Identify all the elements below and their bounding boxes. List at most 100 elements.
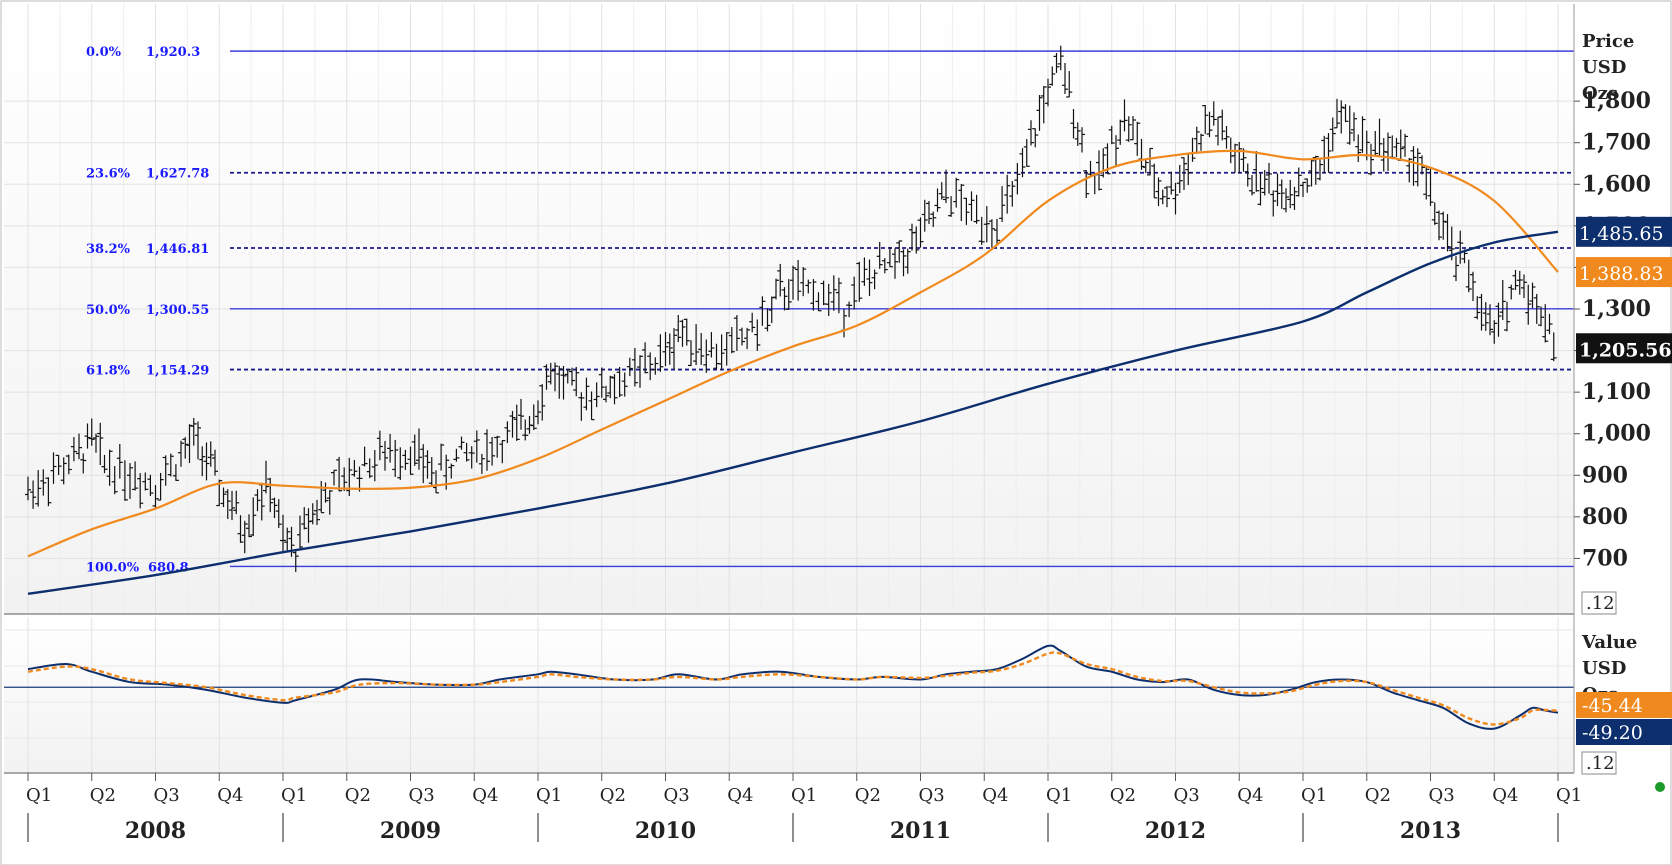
price-bar	[513, 404, 520, 441]
price-bar	[1329, 117, 1336, 152]
price-bar	[1325, 133, 1332, 173]
y-tick-label: 1,100	[1582, 379, 1651, 405]
quarter-label: Q1	[26, 785, 52, 806]
price-bar	[1100, 148, 1107, 178]
badge-text: 1,485.65	[1579, 223, 1664, 245]
price-bar	[866, 259, 873, 296]
price-bar	[739, 327, 745, 346]
price-bar	[224, 489, 231, 520]
oscillator-badges: -45.44 -49.20	[1576, 692, 1672, 745]
y-tick-label: 900	[1582, 462, 1628, 488]
price-bar	[754, 319, 761, 351]
price-bar	[1270, 190, 1277, 217]
price-bar	[626, 357, 633, 377]
time-axis: Q1 Q2 Q3 Q4 Q1 Q2 Q3 Q4 Q1 Q2 Q3 Q4 Q1 Q2 Q3 Q4 Q1 Q2 Q3 Q4…	[26, 773, 1582, 844]
quarter-label: Q4	[472, 785, 498, 806]
year-label: 2009	[380, 818, 441, 844]
price-bar	[1257, 173, 1264, 206]
price-bar	[607, 375, 614, 399]
quarter-label: Q3	[1174, 785, 1200, 806]
price-bar	[438, 443, 445, 471]
price-bar	[30, 480, 37, 509]
price-bar	[1040, 86, 1047, 124]
price-bar	[1244, 163, 1251, 187]
price-bar	[773, 278, 779, 300]
quarter-label: Q4	[217, 785, 243, 806]
price-bar	[1053, 53, 1060, 73]
price-bar	[468, 446, 475, 469]
price-bar	[1368, 143, 1374, 176]
osc-axis-title-1: Value	[1581, 632, 1637, 653]
price-bar	[1308, 159, 1315, 187]
price-bar	[569, 367, 575, 386]
moving-average-navy	[27, 230, 1559, 595]
corner-box-main	[1581, 591, 1617, 615]
price-bar	[1283, 188, 1289, 213]
price-bar	[1198, 133, 1204, 151]
price-bar	[958, 184, 965, 221]
quarter-label: Q2	[1110, 785, 1136, 806]
fib-pct-label: 50.0%	[86, 303, 131, 318]
price-bar	[708, 332, 715, 358]
price-bar	[683, 318, 690, 346]
value-badge: 1,485.65	[1576, 216, 1672, 247]
price-bar	[402, 449, 409, 470]
price-bar	[1440, 211, 1447, 240]
price-bar	[50, 452, 57, 484]
price-bar	[588, 391, 595, 421]
price-bar	[913, 226, 920, 254]
price-bar	[851, 276, 858, 310]
price-bar	[733, 315, 740, 351]
price-bar	[1287, 179, 1294, 209]
price-bar	[1338, 100, 1345, 134]
price-bar	[301, 507, 308, 530]
price-bar	[560, 365, 567, 400]
quarter-label: Q2	[600, 785, 626, 806]
price-bar	[147, 474, 154, 496]
price-bar	[1372, 131, 1379, 156]
fib-pct-label: 23.6%	[86, 167, 131, 182]
price-bar	[744, 327, 751, 350]
price-bar	[1193, 126, 1200, 154]
price-bar	[1538, 306, 1544, 327]
price-bar	[1253, 151, 1260, 192]
price-bar	[233, 490, 240, 515]
price-bar	[392, 439, 399, 477]
price-bar	[1431, 202, 1438, 225]
price-bar	[489, 436, 496, 466]
price-bar	[611, 374, 618, 405]
oscillator-line-orange	[27, 651, 1559, 726]
price-bar	[203, 442, 210, 481]
quarter-label: Q2	[345, 785, 371, 806]
price-bar	[728, 327, 735, 354]
price-bar	[331, 469, 337, 486]
price-bar	[1266, 162, 1272, 194]
quarter-label: Q4	[982, 785, 1008, 806]
price-bar	[1487, 304, 1493, 336]
price-bar	[1410, 146, 1417, 186]
price-bar	[781, 287, 788, 311]
price-bar	[80, 453, 87, 474]
quarter-label: Q2	[1365, 785, 1391, 806]
price-bar	[157, 472, 164, 501]
price-bar	[1121, 99, 1128, 132]
price-bar	[1045, 78, 1051, 107]
price-bar	[621, 372, 628, 397]
price-bar	[494, 435, 501, 458]
price-bar	[679, 319, 686, 347]
price-bar	[1185, 153, 1192, 186]
price-bar	[407, 446, 414, 475]
price-bar	[1249, 175, 1255, 196]
price-bar	[424, 450, 431, 479]
price-bar	[182, 437, 189, 459]
price-axis-title-1: Price	[1582, 31, 1634, 52]
price-bar	[1096, 150, 1102, 191]
price-bar	[723, 332, 730, 366]
quarter-label: Q1	[791, 785, 817, 806]
price-bar	[1232, 143, 1238, 173]
price-bar	[1261, 169, 1268, 196]
price-bar	[1542, 304, 1549, 343]
price-axis-title-3: Ozs	[1582, 83, 1618, 104]
price-bar	[698, 333, 705, 365]
